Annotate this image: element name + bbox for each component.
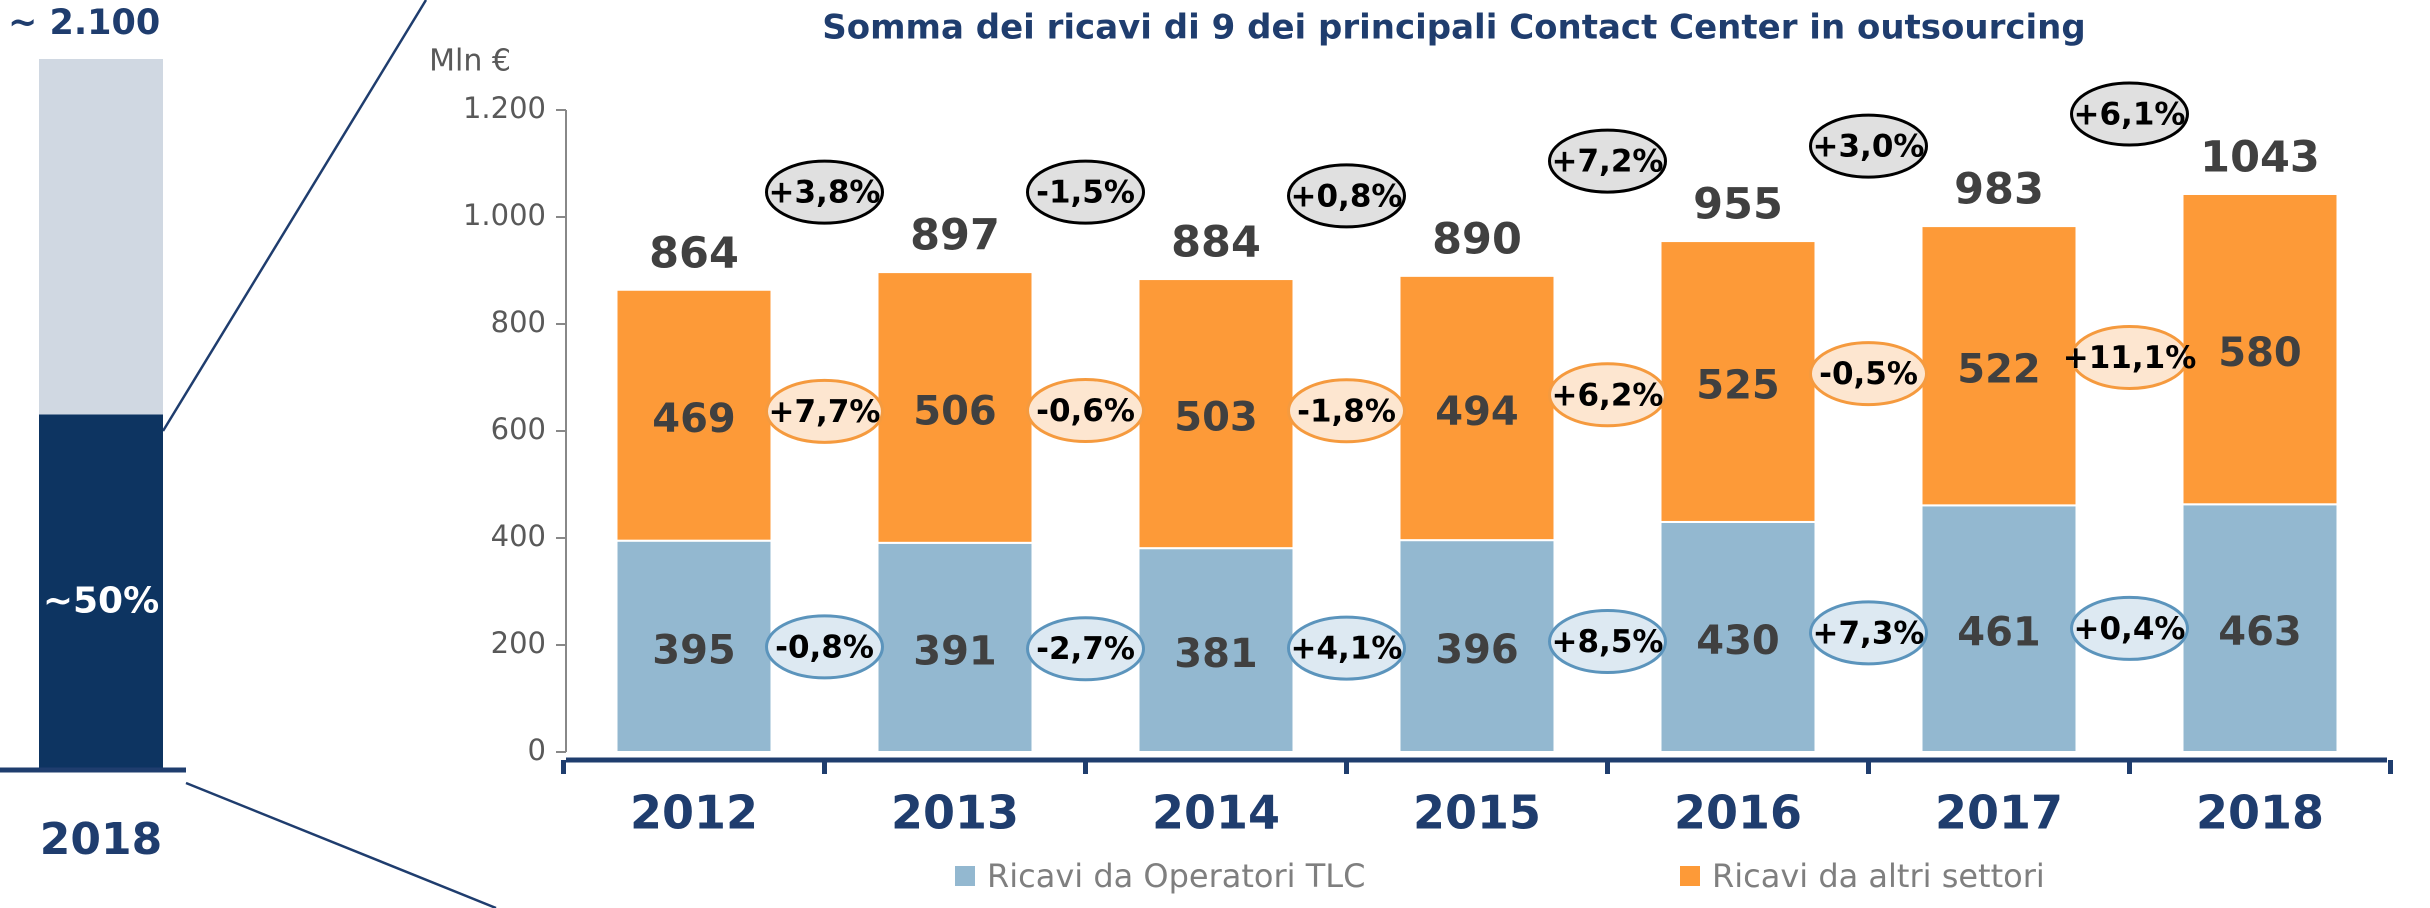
market-total: ~ 2.100	[8, 3, 160, 43]
y-tick-label: 200	[491, 626, 546, 660]
segment-label: 391	[913, 628, 997, 674]
x-tick-label: 2017	[1935, 786, 2063, 840]
y-tick-label: 800	[491, 305, 546, 339]
segment-label: 525	[1696, 363, 1780, 409]
growth-label: +11,1%	[2063, 340, 2197, 376]
chart-title: Somma dei ricavi di 9 dei principali Con…	[822, 8, 2085, 48]
segment-label: 395	[652, 627, 736, 673]
x-tick-label: 2014	[1152, 786, 1280, 840]
x-tick-label: 2012	[630, 786, 758, 840]
bar-segment	[2181, 192, 2339, 506]
bar-segment	[1920, 504, 2078, 753]
y-tick-label: 0	[528, 733, 546, 767]
bar-segment	[876, 271, 1034, 544]
growth-bubble	[765, 378, 884, 444]
legend-swatch	[1680, 866, 1700, 886]
segment-label: 522	[1957, 347, 2041, 393]
market-share	[39, 414, 163, 770]
legend-label: Ricavi da altri settori	[1712, 857, 2045, 895]
growth-label: +0,8%	[1291, 178, 1403, 214]
growth-label: +7,2%	[1552, 144, 1664, 180]
growth-label: +7,7%	[769, 394, 881, 430]
y-tick-label: 600	[491, 412, 546, 446]
total-label: 1043	[2200, 132, 2320, 182]
bar-segment	[1659, 240, 1817, 523]
zoom-line	[185, 781, 497, 908]
market-share-label: ~50%	[43, 580, 159, 621]
segment-label: 494	[1435, 389, 1519, 435]
growth-bubble	[1809, 600, 1928, 666]
bar-segment	[1398, 274, 1556, 542]
y-axis-label: Mln €	[429, 44, 511, 79]
segment-label: 503	[1174, 395, 1258, 441]
growth-bubble	[1548, 609, 1667, 675]
growth-label: +0,4%	[2074, 611, 2186, 647]
segment-label: 463	[2218, 609, 2302, 655]
growth-label: +3,8%	[769, 175, 881, 211]
growth-bubble	[2070, 324, 2189, 390]
total-label: 955	[1693, 180, 1783, 230]
market-rest	[39, 59, 163, 415]
segment-label: 469	[652, 396, 736, 442]
growth-label: -2,7%	[1036, 631, 1135, 667]
growth-label: +6,2%	[1552, 377, 1664, 413]
segment-label: 461	[1957, 610, 2041, 656]
growth-bubble	[1287, 378, 1406, 444]
growth-label: -1,8%	[1297, 393, 1396, 429]
growth-label: -0,8%	[775, 629, 874, 665]
total-label: 864	[649, 228, 739, 278]
market-year: 2018	[40, 814, 162, 865]
segment-label: 506	[913, 388, 997, 434]
bar-segment	[615, 539, 773, 753]
bar-segment	[615, 288, 773, 542]
total-label: 983	[1954, 165, 2044, 215]
y-tick-label: 1.200	[463, 91, 546, 125]
growth-bubble	[765, 159, 884, 225]
growth-bubble	[1548, 128, 1667, 194]
x-tick-label: 2015	[1413, 786, 1541, 840]
growth-bubble	[2070, 595, 2189, 661]
growth-bubble	[1026, 159, 1145, 225]
growth-bubble	[1026, 378, 1145, 444]
segment-label: 580	[2218, 330, 2302, 376]
total-label: 890	[1432, 214, 1522, 264]
x-tick-label: 2013	[891, 786, 1019, 840]
segment-label: 381	[1174, 631, 1258, 677]
growth-bubble	[1026, 616, 1145, 682]
total-label: 884	[1171, 218, 1261, 268]
growth-bubble	[2070, 81, 2189, 147]
segment-label: 430	[1696, 618, 1780, 664]
segment-label: 396	[1435, 627, 1519, 673]
total-label: 897	[910, 211, 1000, 261]
y-tick-label: 1.000	[463, 198, 546, 232]
bar-segment	[1398, 539, 1556, 754]
growth-bubble	[1809, 341, 1928, 407]
bar-segment	[1137, 278, 1295, 550]
growth-bubble	[1809, 113, 1928, 179]
growth-label: +4,1%	[1291, 631, 1403, 667]
growth-label: -1,5%	[1036, 175, 1135, 211]
growth-bubble	[1287, 163, 1406, 229]
legend-swatch	[955, 866, 975, 886]
growth-bubble	[1548, 362, 1667, 428]
growth-label: -0,6%	[1036, 393, 1135, 429]
bar-segment	[1920, 225, 2078, 507]
y-tick-label: 400	[491, 519, 546, 553]
growth-label: -0,5%	[1819, 356, 1918, 392]
x-tick-label: 2016	[1674, 786, 1802, 840]
bar-segment	[1137, 547, 1295, 753]
growth-bubble	[765, 614, 884, 680]
zoom-line	[161, 0, 428, 432]
legend-label: Ricavi da Operatori TLC	[987, 857, 1365, 895]
x-tick-label: 2018	[2196, 786, 2324, 840]
bar-segment	[2181, 503, 2339, 754]
growth-bubble	[1287, 615, 1406, 681]
growth-label: +3,0%	[1813, 129, 1925, 165]
growth-label: +8,5%	[1552, 624, 1664, 660]
growth-label: +6,1%	[2074, 96, 2186, 132]
growth-label: +7,3%	[1813, 615, 1925, 651]
